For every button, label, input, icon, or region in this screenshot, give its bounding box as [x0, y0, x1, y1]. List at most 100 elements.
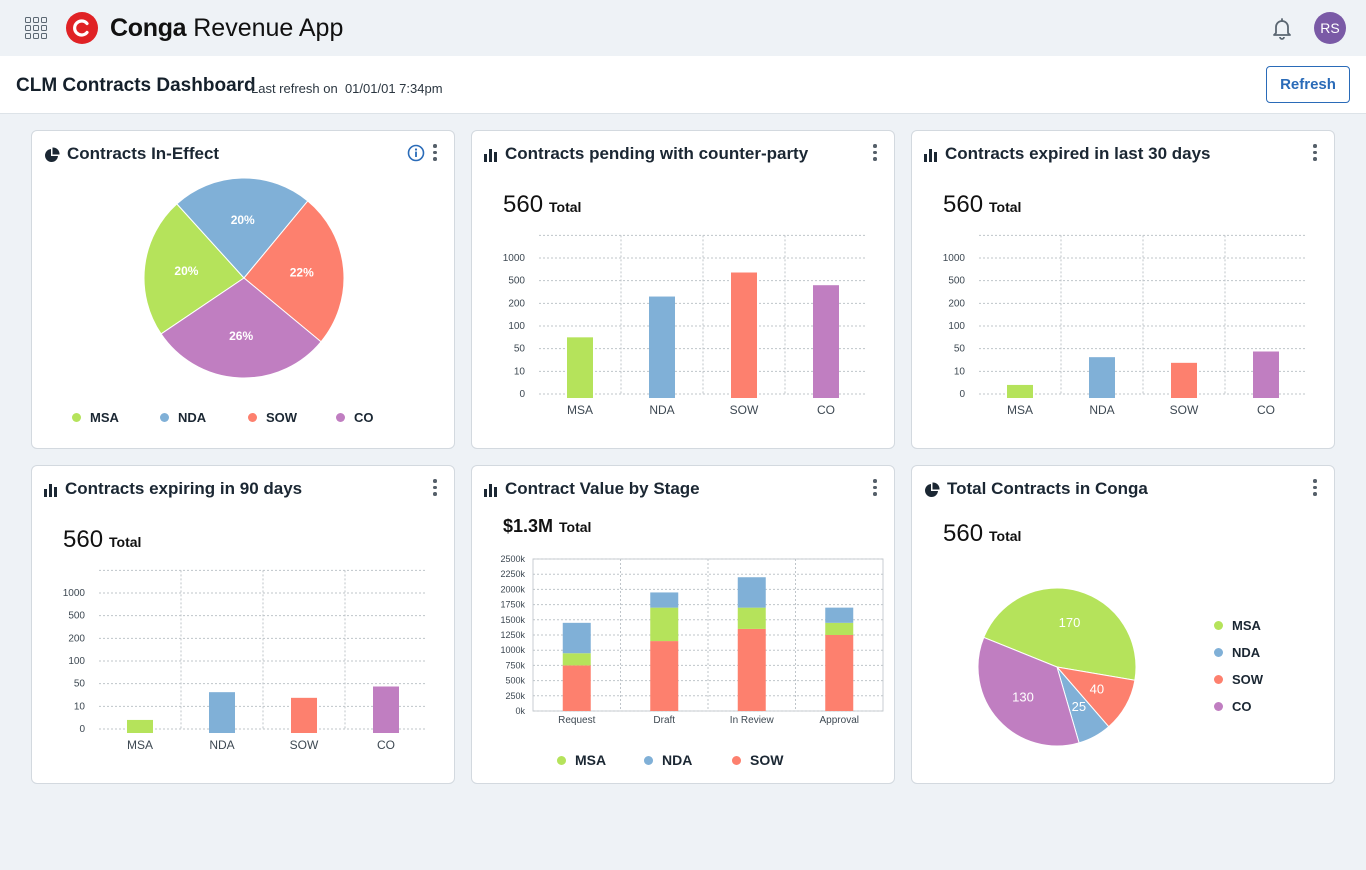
pie-slice-sow [243, 200, 345, 343]
y-tick-label: 50 [514, 344, 526, 355]
legend-item-co: CO [1214, 699, 1252, 714]
pie-chart: 170 40 25 130 [977, 587, 1137, 747]
y-tick-label: 0 [79, 724, 85, 735]
top-bar: Conga Revenue App RS [0, 0, 1366, 56]
bar-chart-icon [44, 484, 57, 497]
y-tick-label: 10 [514, 366, 526, 377]
legend-item-co: CO [336, 410, 374, 425]
pie-chart-icon [45, 147, 60, 162]
card-contracts-pending: Contracts pending with counter-party 560… [471, 130, 895, 449]
pie-slice-msa [143, 203, 245, 335]
bar-segment-msa [737, 607, 766, 629]
y-tick-label: 250k [505, 691, 525, 701]
x-tick-label: NDA [649, 403, 674, 417]
legend-item-nda: NDA [644, 752, 692, 768]
total-count: 560 Total [943, 520, 1022, 547]
bar-msa [127, 719, 153, 733]
y-tick-label: 0k [515, 706, 525, 716]
card-title: Total Contracts in Conga [947, 479, 1148, 498]
pie-data-label: 26% [229, 329, 253, 343]
pie-data-label: 22% [290, 266, 314, 280]
bar-chart: 0 10 50 100 200 500 1000 MSA NDA SOW CO [503, 234, 867, 417]
notifications-bell-icon[interactable] [1269, 15, 1295, 41]
more-options-icon[interactable] [871, 479, 879, 497]
bar-chart-icon [484, 484, 497, 497]
total-count: 560 Total [943, 191, 1022, 218]
page-header: CLM Contracts Dashboard Last refresh on … [0, 56, 1366, 114]
y-tick-label: 1750k [500, 600, 525, 610]
y-tick-label: 1000k [500, 645, 525, 655]
x-tick-label: CO [377, 738, 395, 752]
pie-data-label: 40 [1090, 681, 1104, 696]
bar-segment-sow [737, 628, 766, 711]
user-avatar[interactable]: RS [1314, 12, 1346, 44]
bar-nda [649, 296, 675, 398]
bar-nda [1089, 357, 1115, 398]
card-title: Contracts pending with counter-party [505, 144, 809, 163]
card-total-contracts: Total Contracts in Conga 560 Total 170 40 2… [911, 465, 1335, 784]
pie-data-label: 20% [231, 213, 255, 227]
y-tick-label: 2000k [500, 584, 525, 594]
y-tick-label: 200 [948, 298, 965, 309]
bar-chart-icon [484, 149, 497, 162]
x-tick-label: Request [558, 715, 595, 726]
conga-logo-icon [66, 12, 98, 44]
bar-sow [1171, 362, 1197, 398]
bar-segment-msa [562, 653, 591, 666]
x-tick-label: SOW [730, 403, 759, 417]
total-count: 560 Total [503, 191, 582, 218]
app-launcher-icon[interactable] [25, 17, 47, 39]
last-refresh-text: Last refresh on 01/01/01 7:34pm [251, 81, 443, 96]
y-tick-label: 1500k [500, 615, 525, 625]
y-tick-label: 1250k [500, 630, 525, 640]
card-contract-value-by-stage: Contract Value by Stage $1.3M Total 0k 250… [471, 465, 895, 784]
more-options-icon[interactable] [431, 479, 439, 497]
x-tick-label: SOW [1170, 403, 1199, 417]
bar-segment-nda [737, 577, 766, 608]
card-contracts-expired: Contracts expired in last 30 days 560 Tot… [911, 130, 1335, 449]
y-tick-label: 500 [68, 611, 85, 622]
app-brand: Conga Revenue App [110, 14, 344, 42]
pie-data-label: 25 [1072, 699, 1086, 714]
pie-data-label: 170 [1059, 615, 1081, 630]
y-tick-label: 1000 [63, 588, 86, 599]
y-tick-label: 200 [68, 633, 85, 644]
more-options-icon[interactable] [431, 144, 439, 162]
bar-nda [209, 692, 235, 733]
y-tick-label: 2500k [500, 554, 525, 564]
more-options-icon[interactable] [871, 144, 879, 162]
bar-segment-sow [650, 641, 679, 711]
bar-chart: 0 10 50 100 200 500 1000 MSA NDA SOW CO [943, 234, 1307, 417]
legend-item-msa: MSA [72, 410, 119, 425]
bar-segment-nda [650, 592, 679, 608]
refresh-button[interactable]: Refresh [1266, 66, 1350, 103]
y-tick-label: 10 [954, 366, 966, 377]
y-tick-label: 750k [505, 660, 525, 670]
total-count: 560 Total [63, 526, 142, 553]
y-tick-label: 100 [948, 321, 965, 332]
legend-item-nda: NDA [160, 410, 206, 425]
more-options-icon[interactable] [1311, 479, 1319, 497]
y-tick-label: 100 [68, 656, 85, 667]
stacked-bar-chart: 0k 250k 500k 750k 1000k 1250k 1500k 1750k 2000k 2… [500, 554, 884, 726]
x-tick-label: NDA [1089, 403, 1114, 417]
info-icon[interactable] [407, 144, 425, 162]
bar-segment-nda [825, 607, 854, 623]
page-title: CLM Contracts Dashboard [16, 75, 256, 96]
x-tick-label: SOW [290, 738, 319, 752]
y-tick-label: 1000 [503, 253, 526, 264]
card-title: Contracts In-Effect [67, 144, 220, 163]
more-options-icon[interactable] [1311, 144, 1319, 162]
x-tick-label: CO [1257, 403, 1275, 417]
y-tick-label: 50 [74, 679, 86, 690]
pie-chart: 20% 20% 22% 26% [143, 177, 345, 379]
y-tick-label: 100 [508, 321, 525, 332]
bar-sow [291, 697, 317, 733]
total-value: $1.3M Total [503, 516, 592, 536]
bar-segment-nda [562, 622, 591, 654]
x-tick-label: In Review [730, 715, 775, 726]
y-tick-label: 0 [959, 389, 965, 400]
bar-segment-sow [562, 665, 591, 711]
legend-item-sow: SOW [248, 410, 297, 425]
y-tick-label: 0 [519, 389, 525, 400]
